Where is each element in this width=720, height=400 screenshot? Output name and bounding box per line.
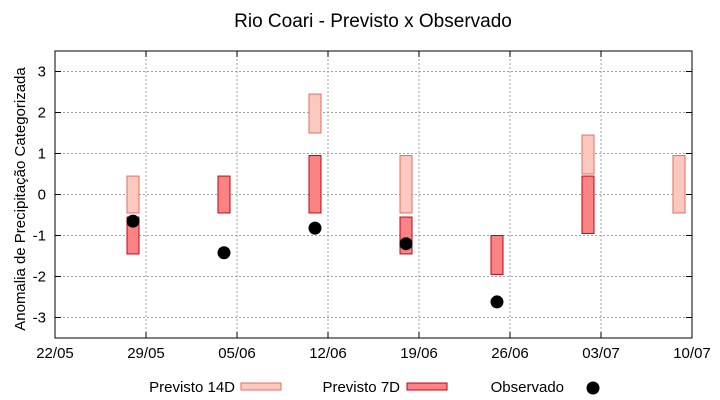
observed-point: [126, 214, 140, 228]
legend-label-observado: Observado: [491, 379, 564, 396]
legend-swatch-observado: [586, 381, 600, 395]
legend-swatch-previsto-14d: [240, 382, 282, 391]
y-tick-label: 2: [38, 105, 46, 122]
range-bar-previsto-14d: [581, 134, 595, 175]
x-axis-ticks: 22/05 29/05 05/06 12/06 19/06 26/06 03/07 10/07: [36, 51, 711, 362]
observed-point: [490, 295, 504, 309]
legend-label-previsto-7d: Previsto 7D: [322, 379, 400, 396]
range-bar-previsto-7d: [308, 155, 322, 214]
x-tick-label: 12/06: [309, 345, 347, 362]
grid-lines: [55, 51, 692, 338]
y-axis-label: Anomalia de Precipitação Categorizada: [12, 67, 29, 331]
range-bar-previsto-14d: [308, 93, 322, 134]
x-tick-label: 26/06: [491, 345, 529, 362]
observed-point: [308, 221, 322, 235]
legend: Previsto 14D Previsto 7D Observado: [149, 379, 600, 396]
range-bar-previsto-7d: [581, 175, 595, 234]
chart-title: Rio Coari - Previsto x Observado: [234, 11, 512, 32]
y-tick-label: 3: [38, 64, 46, 81]
range-bar-previsto-14d: [672, 155, 686, 214]
x-tick-label: 29/05: [127, 345, 165, 362]
y-tick-label: -2: [33, 269, 46, 286]
y-tick-label: -3: [33, 310, 46, 327]
range-bar-previsto-7d: [217, 175, 231, 214]
x-tick-label: 03/07: [582, 345, 620, 362]
y-axis-ticks: -3 -2 -1 0 1 2 3: [33, 64, 692, 327]
plot-area-border: [54, 50, 693, 339]
legend-swatch-previsto-7d: [406, 382, 448, 391]
observed-points: [126, 214, 504, 309]
y-tick-label: -1: [33, 228, 46, 245]
x-tick-label: 19/06: [400, 345, 438, 362]
range-bar-previsto-14d: [399, 155, 413, 214]
observed-point: [217, 246, 231, 260]
range-bar-previsto-14d: [126, 175, 140, 214]
y-tick-label: 0: [38, 187, 46, 204]
x-tick-label: 05/06: [218, 345, 256, 362]
range-bar-previsto-7d: [490, 235, 504, 275]
x-tick-label: 22/05: [36, 345, 74, 362]
legend-label-previsto-14d: Previsto 14D: [149, 379, 235, 396]
range-bars: [126, 93, 686, 275]
observed-point: [399, 237, 413, 251]
x-tick-label: 10/07: [673, 345, 711, 362]
y-tick-label: 1: [38, 146, 46, 163]
